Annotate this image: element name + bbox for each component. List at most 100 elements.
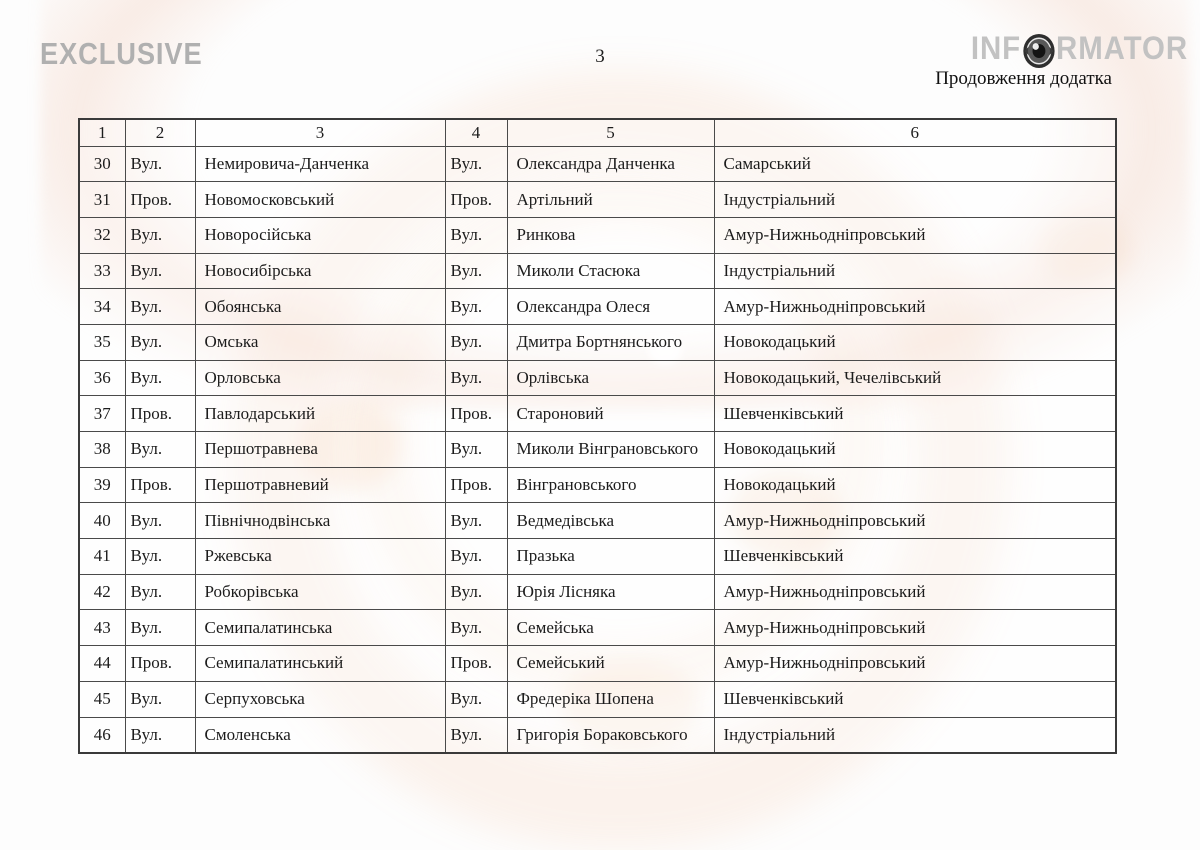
table-cell-old-type: Вул. [124, 359, 196, 397]
exclusive-watermark: EXCLUSIVE [40, 36, 203, 71]
page-number: 3 [595, 46, 605, 67]
informator-eye-icon [1022, 33, 1055, 69]
table-cell-number: 30 [78, 145, 126, 183]
table-cell-old-name: Новомосковський [194, 181, 446, 218]
table-cell-new-type: Вул. [444, 431, 508, 468]
table-cell-number: 38 [78, 431, 126, 468]
table-cell-new-name: Вінграновського [506, 466, 715, 504]
table-row: 35 Вул. Омська Вул. Дмитра Бортнянського… [78, 323, 1117, 361]
table-cell-new-type: Вул. [444, 288, 508, 325]
table-cell-district: Амур-Нижньодніпровський [713, 502, 1117, 540]
table-row: 44 Пров. Семипалатинський Пров. Семейськ… [78, 645, 1117, 682]
table-cell-new-name: Семейський [506, 645, 715, 682]
table-cell-new-type: Вул. [444, 359, 508, 397]
table-cell-old-type: Вул. [124, 145, 196, 183]
table-cell-new-name: Миколи Вінграновського [506, 431, 715, 468]
table-cell-new-type: Вул. [444, 252, 508, 290]
table-row: 46 Вул. Смоленська Вул. Григорія Бораков… [78, 716, 1117, 754]
table-cell-number: 33 [78, 252, 126, 290]
table-cell-number: 42 [78, 573, 126, 611]
table-cell-new-type: Вул. [444, 573, 508, 611]
table-cell-number: 31 [78, 181, 126, 218]
table-cell-district: Новокодацький, Чечелівський [713, 359, 1117, 397]
table-cell-district: Індустріальний [713, 716, 1117, 754]
table-cell-district: Амур-Нижньодніпровський [713, 216, 1117, 254]
table-cell-district: Самарський [713, 145, 1117, 183]
table-cell-old-name: Північнодвінська [194, 502, 446, 540]
table-row: 38 Вул. Першотравнева Вул. Миколи Вінгра… [78, 431, 1117, 468]
table-cell-new-name: Дмитра Бортнянського [506, 323, 715, 361]
table-cell-old-name: Немировича-Данченка [194, 145, 446, 183]
table-row: 41 Вул. Ржевська Вул. Празька Шевченківс… [78, 538, 1117, 575]
table-cell-number: 34 [78, 288, 126, 325]
table-cell-old-name: Смоленська [194, 716, 446, 754]
table-cell-district: Новокодацький [713, 431, 1117, 468]
table-cell-number: 45 [78, 680, 126, 718]
table-cell-old-type: Вул. [124, 252, 196, 290]
table-row: 33 Вул. Новосибірська Вул. Миколи Стасюк… [78, 252, 1117, 290]
table-row: 43 Вул. Семипалатинська Вул. Семейська А… [78, 609, 1117, 647]
informator-logo: INF RMATOR [970, 30, 1188, 69]
table-cell-district: Індустріальний [713, 252, 1117, 290]
table-cell-new-name: Староновий [506, 395, 715, 432]
table-cell-old-type: Пров. [124, 395, 196, 432]
table-cell-district: Індустріальний [713, 181, 1117, 218]
table-header-cell: 4 [444, 118, 508, 147]
table-cell-new-name: Олександра Данченка [506, 145, 715, 183]
appendix-continuation-label: Продовження додатка [935, 68, 1112, 89]
table-cell-old-type: Вул. [124, 609, 196, 647]
table-cell-number: 41 [78, 538, 126, 575]
table-row: 30 Вул. Немировича-Данченка Вул. Олексан… [78, 145, 1117, 183]
table-cell-new-name: Юрія Лісняка [506, 573, 715, 611]
table-cell-old-type: Вул. [124, 573, 196, 611]
table-cell-district: Амур-Нижньодніпровський [713, 609, 1117, 647]
table-cell-new-name: Фредеріка Шопена [506, 680, 715, 718]
table-cell-old-type: Вул. [124, 288, 196, 325]
table-cell-number: 43 [78, 609, 126, 647]
table-cell-old-type: Вул. [124, 216, 196, 254]
table-cell-old-type: Вул. [124, 716, 196, 754]
table-cell-new-name: Ринкова [506, 216, 715, 254]
table-row: 31 Пров. Новомосковський Пров. Артільний… [78, 181, 1117, 218]
table-cell-district: Шевченківський [713, 538, 1117, 575]
table-cell-number: 32 [78, 216, 126, 254]
brand-text-pre: INF [970, 30, 1022, 66]
table-cell-number: 40 [78, 502, 126, 540]
table-cell-district: Шевченківський [713, 680, 1117, 718]
table-cell-new-name: Празька [506, 538, 715, 575]
table-row: 42 Вул. Робкорівська Вул. Юрія Лісняка А… [78, 573, 1117, 611]
table-cell-old-type: Вул. [124, 680, 196, 718]
table-cell-old-type: Вул. [124, 323, 196, 361]
table-cell-old-type: Вул. [124, 502, 196, 540]
table-cell-new-name: Ведмедівська [506, 502, 715, 540]
table-body: 30 Вул. Немировича-Данченка Вул. Олексан… [78, 145, 1117, 754]
table-row: 40 Вул. Північнодвінська Вул. Ведмедівсь… [78, 502, 1117, 540]
table-cell-district: Амур-Нижньодніпровський [713, 573, 1117, 611]
table-cell-new-type: Вул. [444, 323, 508, 361]
table-cell-old-name: Орловська [194, 359, 446, 397]
table-row: 36 Вул. Орловська Вул. Орлівська Новокод… [78, 359, 1117, 397]
table-cell-new-type: Вул. [444, 716, 508, 754]
table-cell-new-type: Вул. [444, 502, 508, 540]
table-cell-new-type: Пров. [444, 645, 508, 682]
table-header-cell: 5 [506, 118, 715, 147]
table-cell-new-type: Вул. [444, 216, 508, 254]
table-cell-old-name: Павлодарський [194, 395, 446, 432]
table-cell-district: Шевченківський [713, 395, 1117, 432]
table-row: 39 Пров. Першотравневий Пров. Вінграновс… [78, 466, 1117, 504]
table-cell-number: 35 [78, 323, 126, 361]
table-cell-district: Новокодацький [713, 466, 1117, 504]
table-cell-old-name: Омська [194, 323, 446, 361]
brand-text-post: RMATOR [1056, 30, 1188, 66]
table-cell-district: Новокодацький [713, 323, 1117, 361]
table-cell-new-name: Семейська [506, 609, 715, 647]
table-cell-old-name: Робкорівська [194, 573, 446, 611]
table-cell-old-name: Першотравнева [194, 431, 446, 468]
table-cell-old-name: Семипалатинський [194, 645, 446, 682]
table-header-cell: 3 [194, 118, 446, 147]
table-cell-old-name: Серпуховська [194, 680, 446, 718]
table-cell-new-name: Артільний [506, 181, 715, 218]
table-cell-number: 44 [78, 645, 126, 682]
table-cell-district: Амур-Нижньодніпровський [713, 288, 1117, 325]
